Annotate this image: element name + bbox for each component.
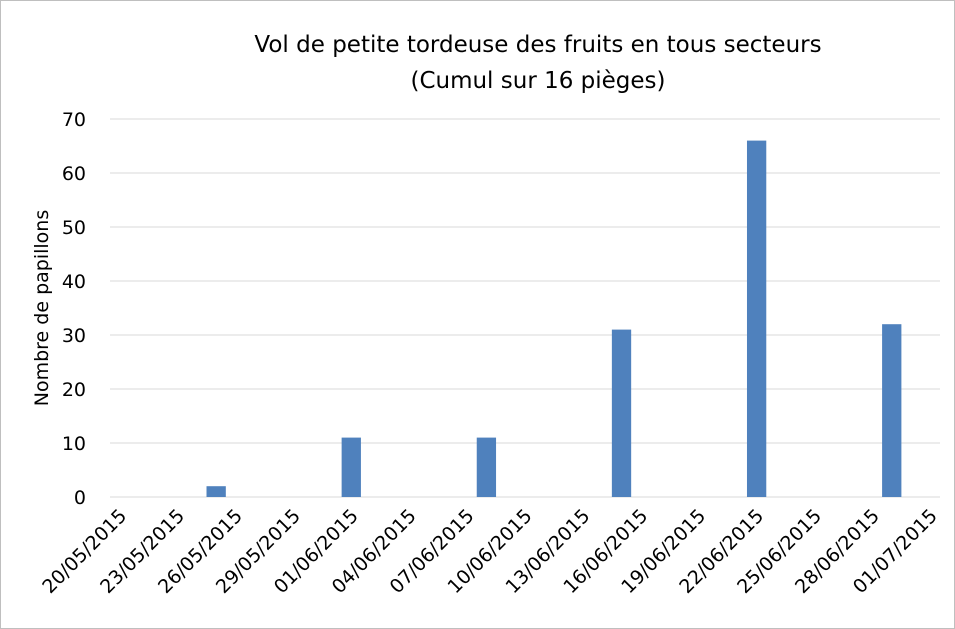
y-tick-label: 40 [62, 271, 86, 293]
y-axis-label: Nombre de papillons [31, 210, 53, 407]
bar [611, 329, 632, 497]
y-tick-label: 0 [74, 487, 86, 509]
chart-subtitle: (Cumul sur 16 pièges) [410, 68, 665, 94]
y-tick-label: 50 [62, 217, 86, 239]
bar [746, 140, 767, 497]
bar [206, 486, 226, 497]
bar [476, 437, 497, 497]
y-tick-label: 60 [62, 163, 86, 185]
bar [882, 324, 902, 497]
chart-title: Vol de petite tordeuse des fruits en tou… [254, 32, 821, 58]
bar [341, 437, 361, 497]
y-tick-label: 70 [62, 109, 86, 131]
y-tick-label: 10 [62, 433, 86, 455]
y-tick-label: 30 [62, 325, 86, 347]
y-tick-label: 20 [62, 379, 86, 401]
